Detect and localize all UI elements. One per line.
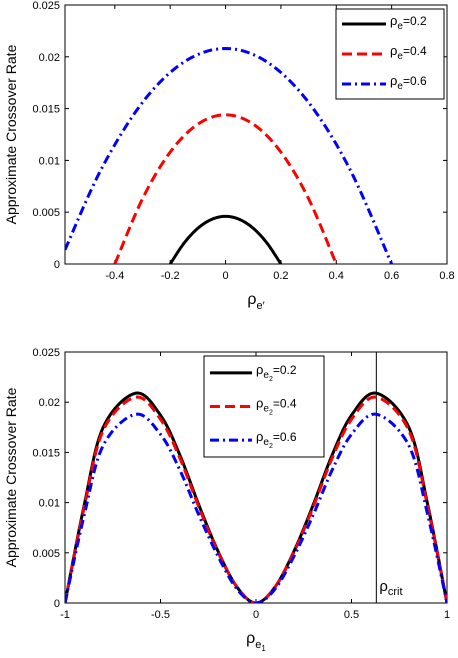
y-tick-label: 0.015 [32,447,60,459]
x-tick-label: -0.4 [105,270,124,282]
y-axis-label: Approximate Crossover Rate [3,44,19,224]
chart-2: -1 -0.5 0 0.5 1 0 0.005 0.01 0.015 0.02 0.025 Appro… [3,347,450,653]
legend-entry-3: ρe2=0.6 [256,429,297,450]
x-tick-label: 0.6 [384,270,399,282]
x-tick-label: 1 [444,609,450,621]
legend-entry-1: ρe2=0.2 [256,362,297,383]
y-tick-label: 0 [54,598,60,610]
legend: ρe2=0.2 ρe2=0.4 ρe2=0.6 [203,355,325,458]
y-tick-label: 0.025 [32,0,60,12]
series-line-3 [65,47,394,264]
x-axis-label: ρe1 [246,630,266,653]
legend: ρe=0.2 ρe=0.4 ρe=0.6 [335,8,445,100]
y-tick-label: 0.005 [32,207,60,219]
legend-entry-2: ρe=0.4 [390,43,427,62]
x-axis-label: ρe′ [247,291,264,312]
series-line-1 [65,391,447,603]
y-tick-label: 0 [54,259,60,271]
x-tick-label: 0.8 [439,270,454,282]
x-tick-label: -1 [60,609,70,621]
legend-entry-2: ρe2=0.4 [256,396,297,417]
legend-entry-3: ρe=0.6 [390,73,427,92]
legend-entry-1: ρe=0.2 [390,13,427,32]
x-tick-label: -0.2 [161,270,180,282]
x-tick-label: -0.5 [151,609,170,621]
y-tick-label: 0.02 [39,52,60,64]
y-tick-label: 0.005 [32,548,60,560]
x-tick-label: 0.5 [344,609,359,621]
y-axis-label: Approximate Crossover Rate [3,387,19,567]
y-tick-label: 0.02 [39,397,60,409]
series-line-2 [113,113,338,264]
rho-crit-label: ρcrit [379,578,402,598]
x-tick-label: 0.2 [273,270,288,282]
series-line-1 [168,214,283,264]
y-tick-label: 0.01 [39,498,60,510]
y-tick-label: 0.015 [32,104,60,116]
y-tick-label: 0.025 [32,347,60,359]
chart-1: -0.4 -0.2 0 0.2 0.4 0.6 0.8 0 0.005 0.01 0.015 0.02… [3,0,455,312]
x-tick-label: 0.4 [329,270,344,282]
series-line-3 [65,412,447,603]
y-tick-label: 0.01 [39,155,60,167]
x-tick-label: 0 [222,270,228,282]
plot-frame [64,4,448,265]
x-tick-label: 0 [253,609,259,621]
